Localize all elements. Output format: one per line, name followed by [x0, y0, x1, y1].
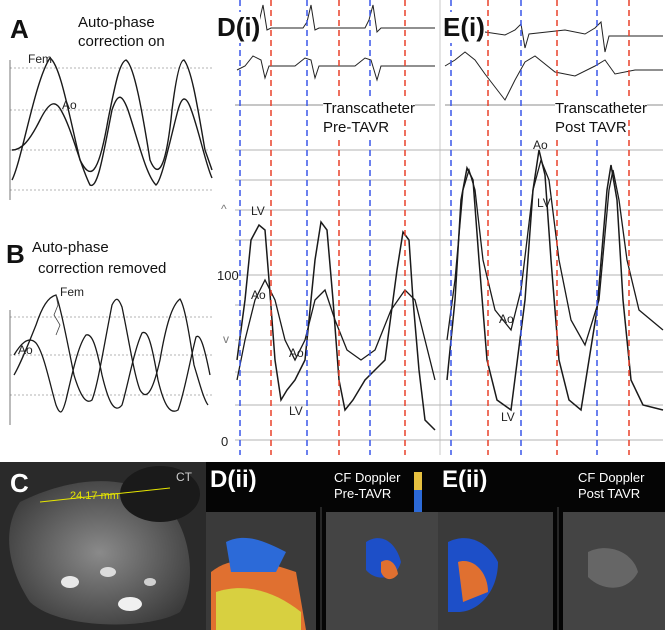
panel-c-label: C	[10, 468, 29, 498]
ct-measure-line	[39, 487, 171, 503]
panel-b-title-line1: Auto-phase	[32, 239, 109, 256]
pressure-traces-di-ei	[235, 0, 664, 455]
panel-di-ei: D(i) E(i) Transcatheter Pre-TAVR Transca…	[215, 0, 665, 455]
panel-ei-label: E(i)	[443, 12, 485, 43]
ei-ao-top-label: Ao	[533, 138, 548, 152]
panel-b-ao-label: Ao	[18, 343, 33, 357]
ao-trace-ei	[446, 157, 664, 347]
panel-a-label: A	[10, 14, 29, 44]
di-lv-top-label: LV	[251, 204, 265, 218]
fem-trace	[11, 57, 213, 181]
eii-title-line1: CF Doppler	[578, 470, 645, 485]
panel-a-title-line1: Auto-phase	[78, 14, 155, 31]
ecg-trace-ei-top	[444, 20, 663, 53]
panel-b: B Auto-phase correction removed Fem Ao	[0, 225, 215, 455]
panel-di-label: D(i)	[217, 12, 261, 43]
ecg-trace-di-top	[237, 4, 435, 34]
ei-lv-bottom-label: LV	[501, 410, 515, 424]
panel-di-title-line2: Pre-TAVR	[323, 119, 390, 137]
panel-di-title-line1: Transcatheter	[323, 100, 415, 118]
lv-trace-di	[236, 220, 436, 431]
panel-dii: D(ii) CF Doppler Pre-TAVR	[206, 462, 438, 630]
dii-title-line1: CF Doppler	[334, 470, 401, 485]
dii-title-line2: Pre-TAVR	[334, 486, 392, 501]
panel-ei-title-line2: Post TAVR	[555, 119, 627, 137]
ei-ao-mid-label: Ao	[499, 312, 514, 326]
di-ao-mid-label: Ao	[289, 346, 304, 360]
ct-modality-label: CT	[176, 470, 192, 484]
axis-zero: 0	[221, 434, 229, 449]
panel-eii-label: E(ii)	[442, 466, 488, 493]
panel-b-fem-label: Fem	[60, 285, 84, 299]
panel-c: C CT 24.17 mm	[0, 462, 206, 630]
panel-dii-label: D(ii)	[210, 466, 257, 493]
panel-a-traces	[9, 57, 213, 200]
axis-top-marker: ^	[221, 202, 227, 216]
ao-trace-b	[13, 331, 211, 413]
panel-ei-title-line1: Transcatheter	[555, 100, 647, 118]
eii-title-line2: Post TAVR	[578, 486, 641, 501]
ecg-trace-ei-bottom	[444, 51, 663, 101]
ct-measurement: 24.17 mm	[70, 490, 119, 502]
ecg-trace-di-bottom	[236, 55, 435, 82]
panel-a: A Auto-phase correction on Fem Ao	[0, 0, 215, 200]
di-lv-bottom-label: LV	[289, 404, 303, 418]
panel-a-title-line2: correction on	[78, 33, 165, 50]
ct-image	[0, 462, 206, 630]
panel-b-label: B	[6, 239, 25, 269]
dii-doppler-image	[206, 462, 438, 630]
panel-eii: E(ii) CF Doppler Post TAVR	[438, 462, 665, 630]
axis-low-marker: v	[223, 332, 229, 346]
lv-trace-ei	[446, 149, 664, 412]
ao-trace	[11, 96, 213, 186]
panel-b-title-line2: correction removed	[38, 260, 167, 277]
axis-mid-value: 100	[217, 268, 239, 283]
panel-a-fem-label: Fem	[28, 52, 52, 66]
eii-doppler-image	[438, 462, 665, 630]
di-ao-left-label: Ao	[251, 288, 266, 302]
panel-a-ao-label: Ao	[62, 98, 77, 112]
ei-lv-top-label: LV	[537, 196, 551, 210]
panel-b-traces	[9, 294, 212, 425]
fem-trace-b	[13, 294, 209, 406]
